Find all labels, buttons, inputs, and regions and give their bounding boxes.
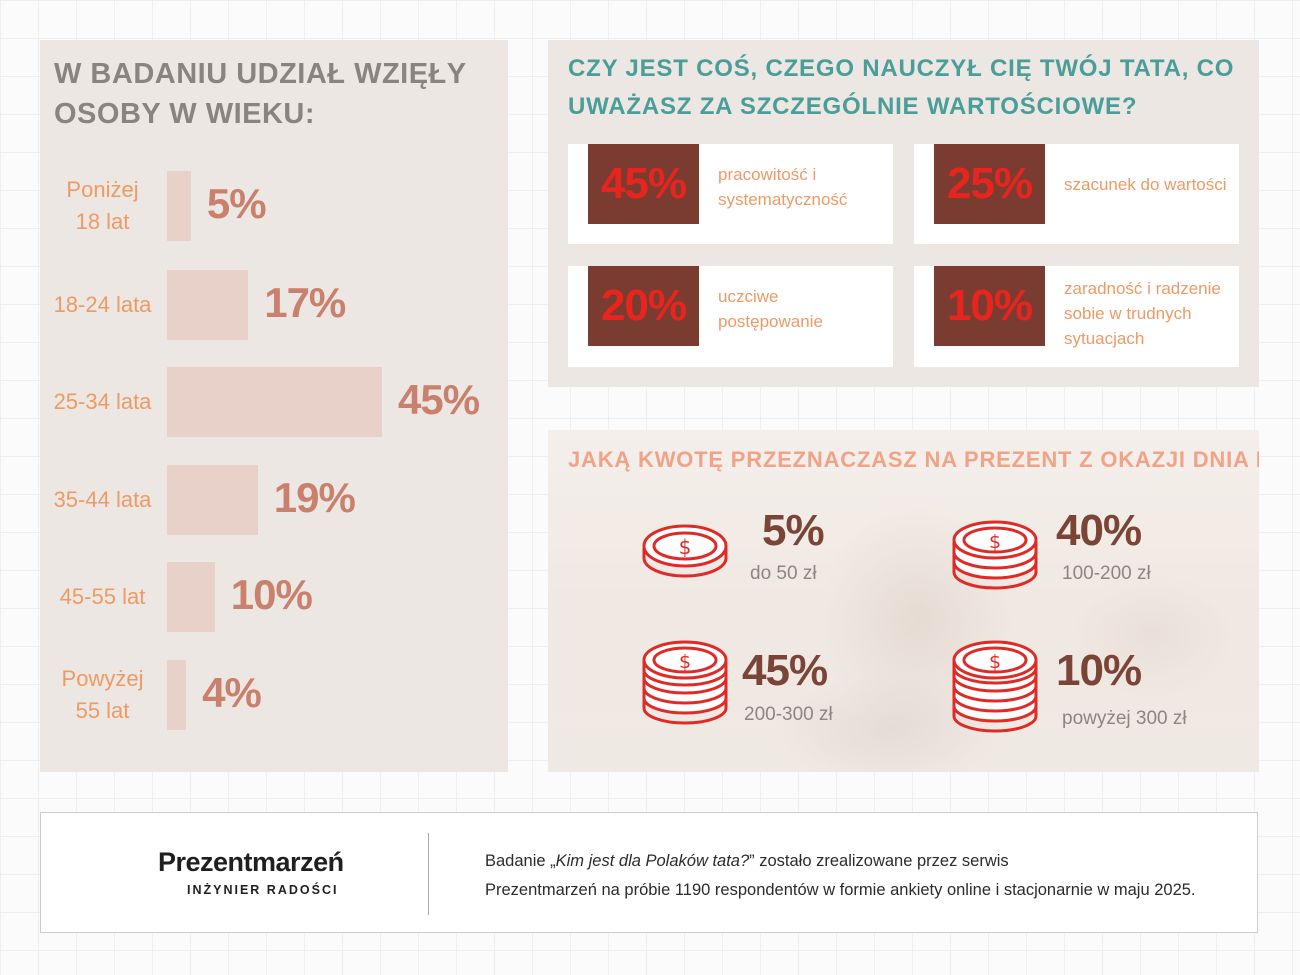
q1-card-text: zaradność i radzenie sobie w trudnych sy…: [1064, 279, 1221, 348]
svg-text:$: $: [989, 651, 1001, 673]
brand-logo: Prezentmarzeń: [158, 847, 344, 877]
age-value-label: 4%: [202, 669, 262, 716]
age-category-label: Powyżej 55 lat: [61, 666, 144, 723]
age-value-label: 5%: [206, 180, 267, 227]
age-bar: [167, 171, 191, 241]
q1-card-pct: 45%: [588, 144, 699, 224]
brand-tagline: INŻYNIER RADOŚCI: [187, 883, 339, 897]
svg-text:$: $: [679, 535, 692, 559]
footer-note-line-2: Prezentmarzeń na próbie 1190 respondentó…: [485, 881, 1196, 899]
q2-item-pct: 40%: [1056, 506, 1142, 555]
q1-card-text: pracowitość i systematyczność: [718, 165, 848, 209]
q2-item-pct: 5%: [762, 506, 825, 555]
q2-item-pct: 10%: [1056, 646, 1142, 695]
q2-item-range: powyżej 300 zł: [1062, 708, 1187, 729]
age-bar: [167, 367, 382, 437]
age-category-label: 25-34 lata: [53, 389, 152, 414]
age-category-label: 18-24 lata: [53, 292, 152, 317]
q2-item-range: 100-200 zł: [1062, 563, 1151, 584]
age-category-label: 45-55 lat: [59, 584, 146, 609]
age-category-label: 35-44 lata: [53, 487, 152, 512]
footer: Prezentmarzeń INŻYNIER RADOŚCI Badanie „…: [40, 812, 1258, 933]
q1-card-3: 20% uczciwe postępowanie: [568, 266, 893, 367]
footer-note-post: ” zostało zrealizowane przez serwis: [749, 852, 1009, 870]
q1-card-pct: 20%: [588, 266, 699, 346]
q1-title: CZY JEST COŚ, CZEGO NAUCZYŁ CIĘ TWÓJ TAT…: [568, 55, 1235, 120]
svg-text:$: $: [679, 651, 691, 673]
q1-panel: CZY JEST COŚ, CZEGO NAUCZYŁ CIĘ TWÓJ TAT…: [548, 40, 1259, 387]
coin-stack-icon: $: [952, 640, 1038, 733]
coin-stack-icon: $: [642, 524, 728, 578]
coin-stack-icon: $: [952, 520, 1038, 590]
age-value-label: 45%: [398, 376, 480, 423]
q1-card-text: uczciwe postępowanie: [718, 287, 823, 331]
background-photo: [548, 430, 1259, 772]
age-category-label: Poniżej 18 lat: [66, 177, 139, 234]
age-bar: [167, 270, 249, 340]
q1-card-pct: 25%: [934, 144, 1045, 224]
footer-note: Badanie „Kim jest dla Polaków tata?” zos…: [485, 847, 1225, 905]
q1-card-2: 25% szacunek do wartości: [914, 144, 1239, 244]
q2-title: JAKĄ KWOTĘ PRZEZNACZASZ NA PREZENT Z OKA…: [568, 447, 1259, 472]
age-panel: W BADANIU UDZIAŁ WZIĘŁY OSOBY W WIEKU: P…: [40, 40, 508, 772]
coin-stack-icon: $: [642, 640, 728, 725]
age-panel-title: W BADANIU UDZIAŁ WZIĘŁY OSOBY W WIEKU:: [54, 58, 467, 130]
q2-item-range: 200-300 zł: [744, 704, 833, 725]
age-value-label: 10%: [230, 571, 313, 618]
q1-card-4: 10% zaradność i radzenie sobie w trudnyc…: [914, 266, 1239, 367]
age-bar: [167, 660, 187, 730]
age-value-label: 19%: [273, 474, 356, 521]
age-bar: [167, 562, 215, 632]
q2-item-pct: 45%: [742, 646, 828, 695]
q1-card-1: 45% pracowitość i systematyczność: [568, 144, 893, 244]
footer-note-line-1: Badanie „Kim jest dla Polaków tata?” zos…: [485, 847, 1225, 876]
age-value-label: 17%: [264, 279, 346, 326]
age-bar: [167, 465, 258, 535]
svg-text:$: $: [989, 531, 1001, 553]
q2-panel: JAKĄ KWOTĘ PRZEZNACZASZ NA PREZENT Z OKA…: [548, 430, 1259, 772]
q2-item-range: do 50 zł: [750, 563, 817, 584]
footer-note-study-title: Kim jest dla Polaków tata?: [555, 852, 750, 870]
q1-card-pct: 10%: [934, 266, 1045, 346]
footer-divider: [428, 833, 429, 915]
footer-note-pre: Badanie „: [485, 852, 556, 870]
q1-card-text: szacunek do wartości: [1064, 175, 1227, 194]
